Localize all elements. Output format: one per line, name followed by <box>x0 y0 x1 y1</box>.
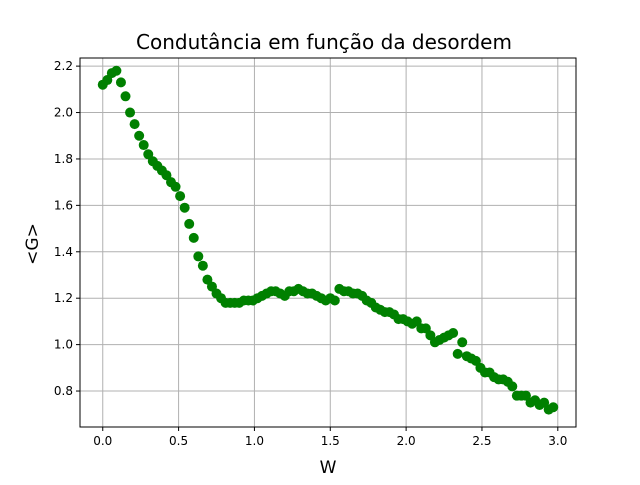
y-tick-label: 1.6 <box>54 198 73 212</box>
y-tick-label: 2.0 <box>54 106 73 120</box>
data-point <box>329 295 340 306</box>
data-point <box>175 191 186 202</box>
data-point <box>111 65 122 76</box>
y-tick-label: 1.4 <box>54 245 73 259</box>
data-point <box>179 202 190 213</box>
x-tick-label: 1.5 <box>321 434 340 448</box>
y-tick-label: 0.8 <box>54 384 73 398</box>
y-tick-label: 2.2 <box>54 59 73 73</box>
y-axis-title: <G> <box>23 223 43 265</box>
data-point <box>193 251 204 262</box>
x-tick-label: 1.0 <box>245 434 264 448</box>
data-point <box>452 348 463 359</box>
data-point <box>197 260 208 271</box>
y-tick-label: 1.8 <box>54 152 73 166</box>
chart-title: Condutância em função da desordem <box>136 30 512 54</box>
y-tick-label: 1.2 <box>54 291 73 305</box>
data-point <box>129 119 140 130</box>
plot-area-frame <box>79 57 577 428</box>
data-point <box>170 181 181 192</box>
x-tick-label: 3.0 <box>548 434 567 448</box>
x-tick-label: 0.0 <box>93 434 112 448</box>
data-point <box>184 218 195 229</box>
x-axis-title: W <box>320 458 337 478</box>
data-point <box>188 232 199 243</box>
x-tick-label: 0.5 <box>169 434 188 448</box>
x-axis-ticks: 0.0 0.5 1.0 1.5 2.0 2.5 3.0 <box>93 427 567 448</box>
data-point <box>134 130 145 141</box>
x-tick-label: 2.5 <box>472 434 491 448</box>
data-point <box>507 381 518 392</box>
data-points <box>97 65 559 415</box>
data-point <box>115 77 126 88</box>
data-point <box>548 402 559 413</box>
data-point <box>448 328 459 339</box>
data-point <box>138 140 149 151</box>
x-tick-label: 2.0 <box>397 434 416 448</box>
data-point <box>120 91 131 102</box>
data-point <box>457 337 468 348</box>
data-point <box>125 107 136 118</box>
y-axis-ticks: 0.8 1.0 1.2 1.4 1.6 1.8 2.0 2.2 <box>54 59 80 398</box>
y-tick-label: 1.0 <box>54 338 73 352</box>
